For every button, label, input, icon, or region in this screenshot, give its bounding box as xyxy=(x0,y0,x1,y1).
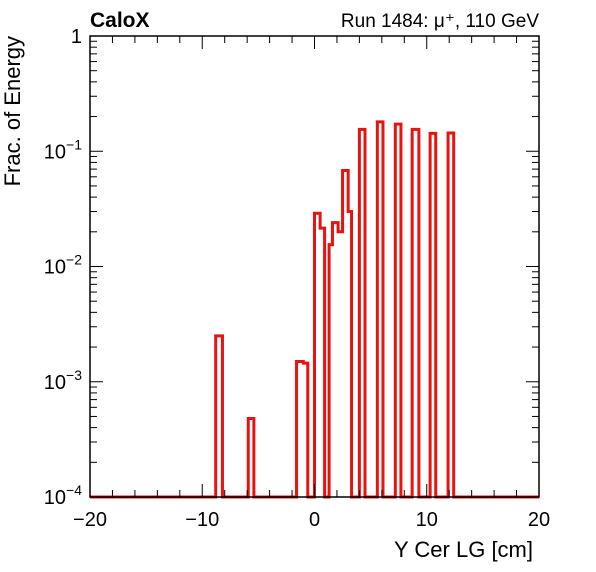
histogram-bin xyxy=(343,171,349,497)
histogram-bin xyxy=(430,133,436,497)
x-axis-label: Y Cer LG [cm] xyxy=(394,537,533,562)
y-tick-exponent: −4 xyxy=(66,482,82,498)
y-tick-base: 10 xyxy=(44,141,66,163)
histogram-line xyxy=(90,120,539,499)
histogram-bin xyxy=(329,245,332,497)
histogram-bin xyxy=(248,418,254,497)
y-tick-label: 10−1 xyxy=(44,136,82,163)
histogram-bin xyxy=(448,133,454,497)
histogram-bin xyxy=(348,212,351,497)
y-tick-exponent: −1 xyxy=(66,136,82,152)
histogram-bin xyxy=(297,361,304,497)
histogram-bin xyxy=(216,336,223,497)
histogram-bin xyxy=(395,124,401,497)
histogram-bin xyxy=(303,363,307,497)
experiment-label: CaloX xyxy=(90,9,150,32)
y-tick-base: 10 xyxy=(44,257,66,279)
y-tick-base: 1 xyxy=(71,26,82,48)
y-tick-base: 10 xyxy=(44,487,66,509)
y-tick-label: 1 xyxy=(71,26,82,48)
histogram-bin xyxy=(332,223,338,497)
run-info-label: Run 1484: μ⁺, 110 GeV xyxy=(341,11,539,32)
histogram-bins xyxy=(90,120,539,499)
histogram-bin xyxy=(359,129,365,497)
y-tick-base: 10 xyxy=(44,372,66,394)
histogram-bin xyxy=(338,232,342,497)
y-tick-label: 10−3 xyxy=(44,367,82,394)
histogram-bin xyxy=(412,129,419,497)
y-tick-label: 10−2 xyxy=(44,252,82,279)
x-tick-label: 10 xyxy=(416,509,438,531)
x-tick-label: 20 xyxy=(528,509,550,531)
x-tick-label: 0 xyxy=(309,509,320,531)
y-axis-label: Frac. of Energy xyxy=(0,36,25,186)
histogram-bin xyxy=(315,213,321,497)
histogram-bin xyxy=(320,228,324,497)
y-tick-exponent: −3 xyxy=(66,367,82,383)
x-tick-label: −20 xyxy=(73,509,107,531)
y-tick-label: 10−4 xyxy=(44,482,82,509)
y-tick-exponent: −2 xyxy=(66,252,82,268)
x-tick-label: −10 xyxy=(185,509,219,531)
histogram-bin xyxy=(377,122,383,497)
